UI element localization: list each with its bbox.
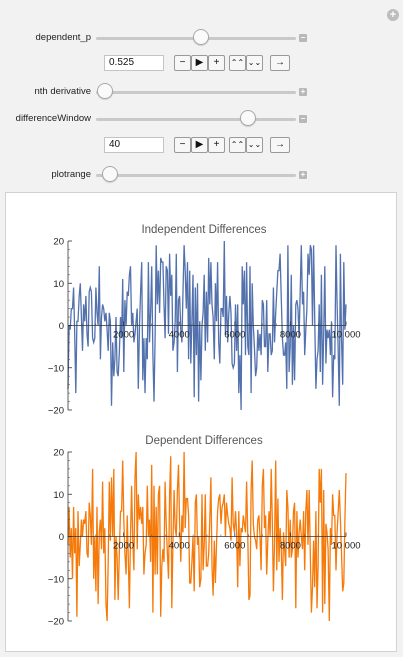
increment-button[interactable]: + — [208, 137, 225, 153]
x-tick-label: 4000 — [169, 330, 190, 341]
x-tick-label: 2000 — [113, 541, 134, 552]
x-tick-label: 6000 — [224, 541, 245, 552]
y-tick-label: 10 — [53, 490, 64, 501]
slower-button[interactable]: ⌄⌄ — [246, 55, 263, 71]
y-tick-label: −20 — [48, 406, 64, 417]
x-tick-label: 6000 — [224, 330, 245, 341]
decrement-button[interactable]: − — [174, 137, 191, 153]
y-tick-label: −10 — [48, 363, 64, 374]
dependent-p-slider-thumb[interactable] — [193, 29, 209, 45]
nth-derivative-slider-thumb[interactable] — [97, 83, 113, 99]
add-icon[interactable]: + — [387, 9, 399, 21]
direction-button[interactable]: → — [270, 137, 290, 153]
plotrange-slider-thumb[interactable] — [102, 166, 118, 182]
expand-icon[interactable]: + — [299, 170, 307, 179]
nth-derivative-label: nth derivative — [34, 86, 91, 97]
x-tick-label: 4000 — [169, 541, 190, 552]
x-tick-label: 8000 — [280, 330, 301, 341]
y-tick-label: 10 — [53, 279, 64, 290]
difference-window-slider[interactable] — [96, 118, 296, 121]
expand-icon[interactable]: + — [299, 87, 307, 96]
difference-charts: Independent Differences Dependent Differ… — [48, 224, 361, 628]
dependent-differences-plot: 20 10 0 −10 −20 2000 4000 6000 8000 10 000 — [48, 448, 361, 628]
y-tick-label: −20 — [48, 617, 64, 628]
collapse-icon[interactable]: − — [299, 114, 307, 123]
play-button[interactable]: ▶ — [191, 55, 208, 71]
plotrange-label: plotrange — [51, 169, 91, 180]
x-tick-label: 10 000 — [331, 541, 360, 552]
y-tick-label: −10 — [48, 574, 64, 585]
x-tick-label: 2000 — [113, 330, 134, 341]
x-tick-label: 8000 — [280, 541, 301, 552]
plotrange-slider[interactable] — [96, 174, 296, 177]
slower-button[interactable]: ⌄⌄ — [246, 137, 263, 153]
play-button[interactable]: ▶ — [191, 137, 208, 153]
series-line — [67, 240, 347, 411]
difference-window-slider-thumb[interactable] — [240, 110, 256, 126]
chart-title-dependent: Dependent Differences — [145, 435, 263, 447]
faster-button[interactable]: ⌃⌃ — [229, 55, 246, 71]
difference-window-value-field[interactable]: 40 — [104, 137, 164, 153]
y-tick-label: 20 — [53, 237, 64, 248]
nth-derivative-slider[interactable] — [96, 91, 296, 94]
increment-button[interactable]: + — [208, 55, 225, 71]
collapse-icon[interactable]: − — [299, 33, 307, 42]
chart-title-independent: Independent Differences — [141, 224, 266, 236]
y-tick-label: 0 — [59, 532, 64, 543]
decrement-button[interactable]: − — [174, 55, 191, 71]
dependent-p-label: dependent_p — [35, 32, 91, 43]
faster-button[interactable]: ⌃⌃ — [229, 137, 246, 153]
direction-button[interactable]: → — [270, 55, 290, 71]
dependent-p-value-field[interactable]: 0.525 — [104, 55, 164, 71]
y-tick-label: 20 — [53, 448, 64, 459]
independent-differences-plot: 20 10 0 −10 −20 2000 4000 6000 8000 10 000 — [48, 237, 361, 417]
output-panel: Independent Differences Dependent Differ… — [5, 192, 397, 652]
difference-window-label: differenceWindow — [15, 113, 91, 124]
y-tick-label: 0 — [59, 321, 64, 332]
series-line — [67, 451, 347, 622]
x-tick-label: 10 000 — [331, 330, 360, 341]
